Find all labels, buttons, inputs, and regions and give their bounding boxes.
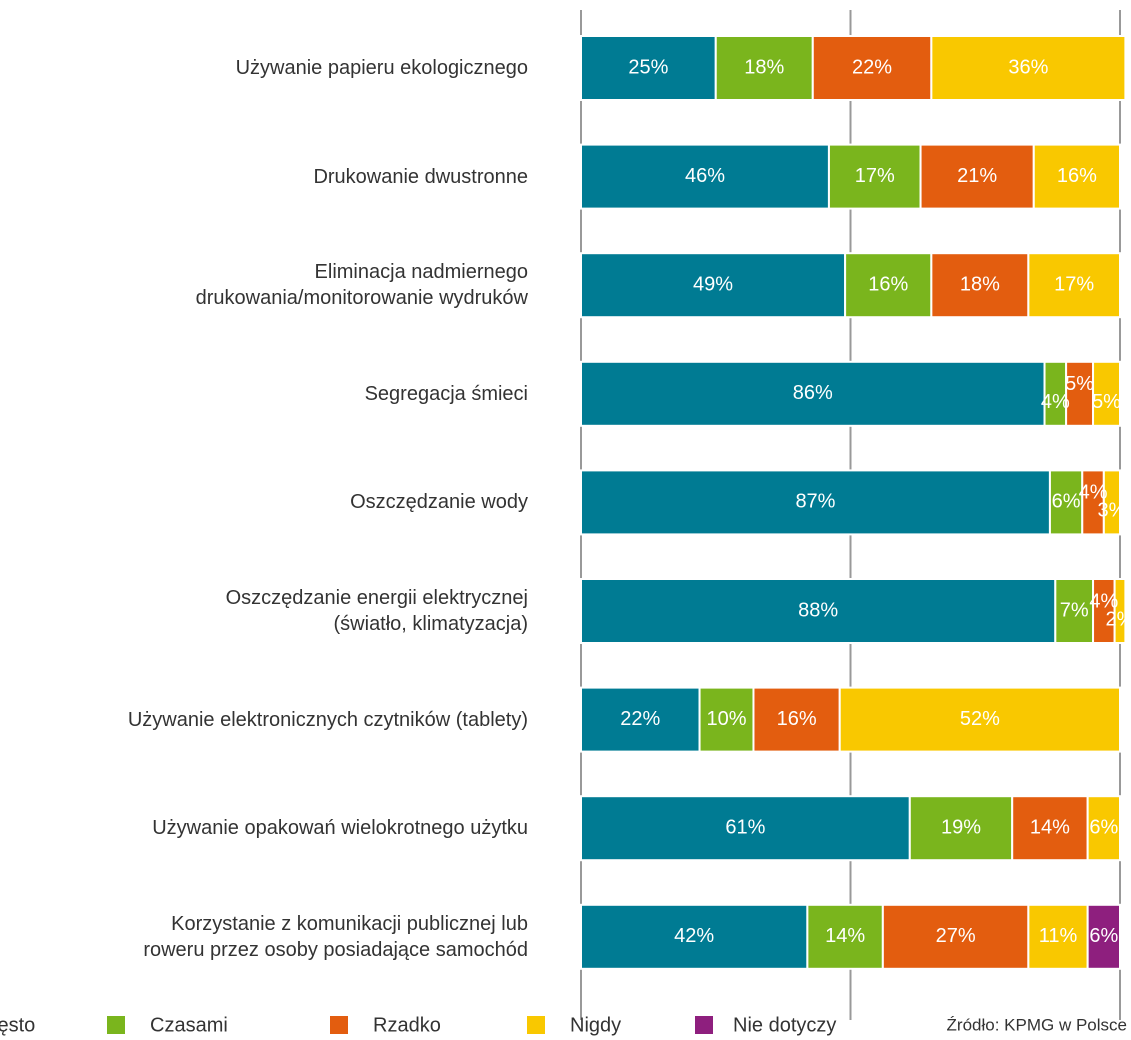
bar-segment [811,35,933,101]
value-label: 19% [941,816,981,838]
value-label: 42% [674,925,714,947]
category-label: Eliminacja nadmiernego drukowania/monito… [195,261,528,310]
bar-segment [806,903,884,970]
bar-segment [930,252,1030,319]
legend-swatch [527,1016,545,1034]
value-label: 46% [685,165,725,187]
bar-segment [930,35,1127,101]
value-label: 17% [1054,273,1094,295]
source: Źródło: KPMG w Polsce [947,1015,1127,1034]
category-label: Korzystanie z komunikacji publicznej lub… [143,912,528,961]
bar-segment [580,143,830,210]
bar-segment [1065,360,1095,427]
value-label: 11% [1039,925,1078,947]
value-label: 4% [1089,590,1118,612]
legend-label: Czasami [150,1014,228,1036]
value-label: 88% [798,599,838,621]
value-label: 18% [960,273,1000,295]
value-label: 10% [707,708,747,730]
value-label: 49% [693,273,733,295]
bar-segment [1054,578,1095,644]
bar-segment [1011,795,1089,862]
value-label: 22% [620,708,660,730]
bar-segment [1086,795,1122,862]
category-label: Drukowanie dwustronne [313,165,528,188]
bar-segment [1032,143,1122,210]
value-label: 3% [1097,500,1126,522]
legend-swatch [107,1016,125,1034]
bar-segment [580,360,1046,427]
value-label: 16% [1057,165,1097,187]
value-label: 22% [852,56,892,78]
bar-segment [580,469,1051,536]
category-label: Oszczędzanie energii elektrycznej (świat… [225,587,528,635]
bar-segment [580,686,701,753]
category-label: Używanie opakowań wielokrotnego użytku [152,817,528,840]
value-label: 16% [777,708,817,730]
value-label: 86% [793,382,833,404]
bar-segment [580,35,717,101]
value-label: 61% [725,816,765,838]
bar-segment [580,252,847,319]
value-label: 36% [1008,56,1048,78]
bar-segment [1092,360,1122,427]
legend-label: Nie dotyczy [733,1014,836,1036]
legend-label: Rzadko [373,1014,441,1036]
legend-label: Nigdy [570,1014,621,1036]
value-label: 5% [1065,373,1094,395]
bar-segment [1113,578,1127,644]
bar-segment [1027,903,1089,970]
value-label: 52% [960,708,1000,730]
bar-segment [580,578,1057,644]
legend-label: Często [0,1014,35,1036]
value-label: 21% [957,165,997,187]
value-label: 2% [1106,608,1131,630]
bar-segment [1027,252,1121,319]
category-label: Używanie papieru ekologicznego [235,57,528,79]
value-label: 17% [855,165,895,187]
bar-segment [1086,903,1122,970]
bar-segment [714,35,814,101]
value-label: 4% [1079,482,1108,504]
value-label: 14% [825,925,865,947]
value-label: 87% [795,491,835,513]
value-label: 6% [1089,925,1118,947]
bar-segment [752,686,841,753]
bar-segment [580,795,911,862]
value-label: 16% [868,273,908,295]
bar-segment [838,686,1121,753]
value-label: 25% [628,56,668,78]
category-label: Używanie elektronicznych czytników (tabl… [127,708,528,731]
value-label: 6% [1052,491,1081,513]
value-label: 14% [1030,816,1070,838]
value-label: 4% [1041,391,1070,413]
bar-segment [844,252,933,319]
bar-segment [827,143,922,210]
legend-swatch [330,1016,348,1034]
value-label: 5% [1092,391,1121,413]
value-label: 7% [1060,599,1089,621]
bar-segment [1048,469,1084,536]
legend-swatch [695,1016,713,1034]
value-label: 6% [1089,816,1118,838]
value-label: 18% [744,56,784,78]
category-label: Segregacja śmieci [364,382,528,405]
bar-segment [881,903,1030,970]
value-label: 27% [936,925,976,947]
bar-segment [1102,469,1121,536]
category-label: Oszczędzanie wody [350,491,528,514]
